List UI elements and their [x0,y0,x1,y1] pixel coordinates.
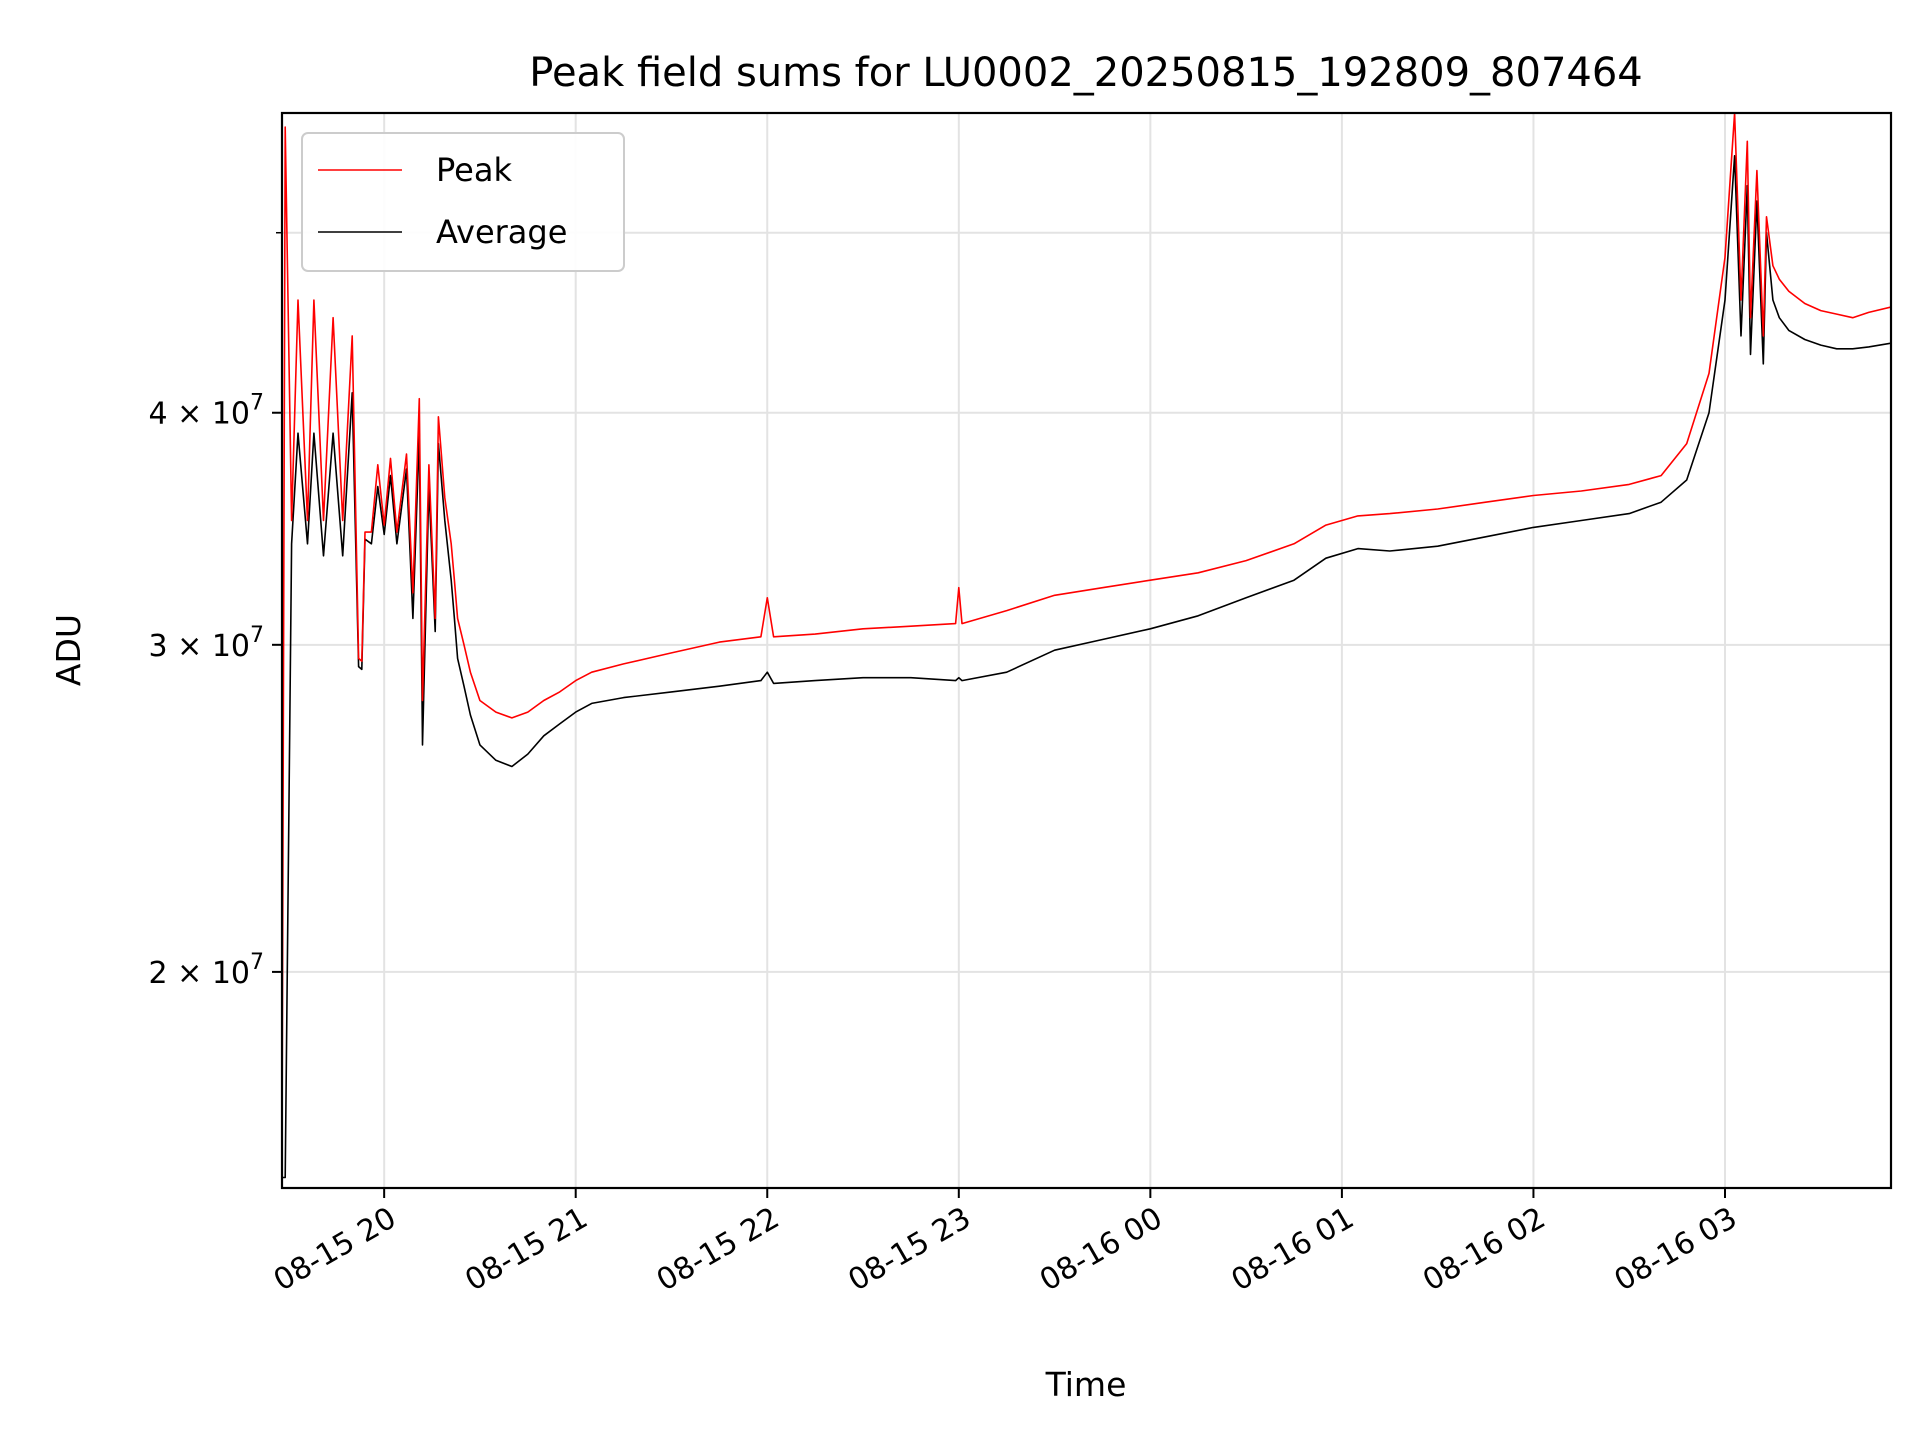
legend-box [301,132,625,272]
plot-frame [280,111,1893,1190]
x-axis-label: Time [1045,1365,1127,1404]
chart-title: Peak field sums for LU0002_20250815_1928… [529,50,1643,96]
y-tick-label: 3 × 107 [149,623,264,664]
series-layer [282,113,1891,1179]
series-line-average [282,155,1891,1179]
y-tick-label: 2 × 107 [149,950,264,991]
y-axis-label: ADU [49,614,88,686]
series-line-peak [282,113,1891,1152]
y-tick-label: 4 × 107 [149,391,264,432]
legend-label-peak: Peak [436,151,512,189]
legend: Peak Average [301,132,625,272]
legend-label-average: Average [436,213,567,251]
y-axis-ticks: 2 × 107 3 × 107 4 × 107 [149,231,282,991]
